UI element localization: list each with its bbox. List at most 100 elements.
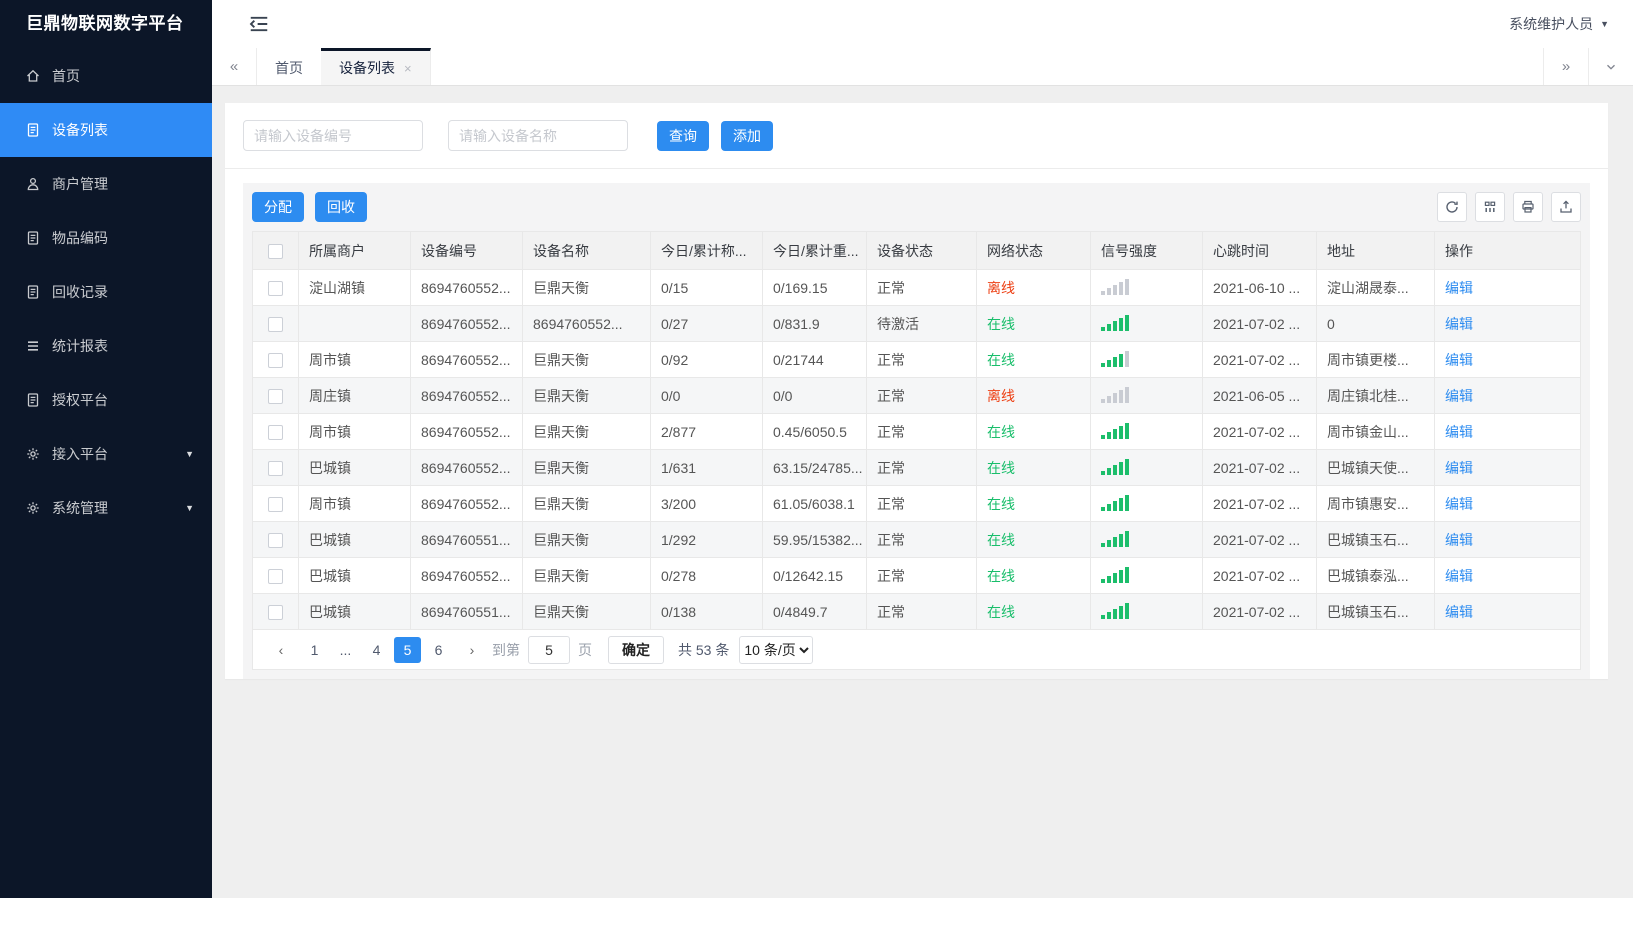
row-checkbox[interactable] <box>268 388 283 404</box>
row-checkbox[interactable] <box>268 496 283 512</box>
signal-cell <box>1090 413 1203 450</box>
add-button[interactable]: 添加 <box>721 120 773 151</box>
sidebar-item[interactable]: 物品编码 <box>0 211 212 265</box>
select-all-checkbox[interactable] <box>268 243 283 259</box>
user-name: 系统维护人员 <box>1509 16 1594 32</box>
device-name-cell: 巨鼎天衡 <box>522 485 651 522</box>
edit-link[interactable]: 编辑 <box>1445 423 1473 440</box>
row-checkbox[interactable] <box>268 280 283 296</box>
page-size-select[interactable]: 10 条/页 <box>739 635 814 664</box>
next-page-icon[interactable]: › <box>469 641 475 658</box>
count-cell: 0/278 <box>650 557 763 594</box>
edit-link[interactable]: 编辑 <box>1445 387 1473 404</box>
sidebar-item[interactable]: 接入平台 ▼ <box>0 427 212 481</box>
heartbeat-cell: 2021-07-02 ... <box>1202 485 1317 522</box>
count-cell: 0/138 <box>650 593 763 630</box>
row-checkbox[interactable] <box>268 352 283 368</box>
device-no-cell: 8694760552... <box>410 413 523 450</box>
weight-cell: 0/169.15 <box>762 269 867 306</box>
edit-link[interactable]: 编辑 <box>1445 459 1473 476</box>
checkbox-cell <box>252 305 299 342</box>
network-status-cell: 在线 <box>976 413 1091 450</box>
sidebar-item[interactable]: 统计报表 <box>0 319 212 373</box>
heartbeat-cell: 2021-07-02 ... <box>1202 557 1317 594</box>
column-header: 地址 <box>1316 231 1435 270</box>
prev-page-icon[interactable]: ‹ <box>278 641 284 658</box>
tab[interactable]: 设备列表 × <box>321 48 431 85</box>
table-row: 巴城镇 8694760552... 巨鼎天衡 0/278 0/12642.15 … <box>252 557 1581 594</box>
tab-label: 首页 <box>275 60 303 76</box>
device-name-input[interactable] <box>448 120 628 151</box>
tab-close-icon[interactable]: × <box>404 60 412 76</box>
tabs-menu-icon[interactable] <box>1588 48 1633 85</box>
edit-link[interactable]: 编辑 <box>1445 351 1473 368</box>
confirm-button[interactable]: 确定 <box>608 635 664 664</box>
device-no-input[interactable] <box>243 120 423 151</box>
address-cell: 巴城镇天使... <box>1316 449 1435 486</box>
sidebar-item[interactable]: 系统管理 ▼ <box>0 481 212 535</box>
user-menu[interactable]: 系统维护人员 ▼ <box>1509 14 1609 34</box>
edit-link[interactable]: 编辑 <box>1445 603 1473 620</box>
sidebar-item-icon <box>25 284 41 300</box>
recycle-button[interactable]: 回收 <box>315 192 367 222</box>
row-checkbox[interactable] <box>268 532 283 548</box>
device-no-cell: 8694760552... <box>410 377 523 414</box>
sidebar-item[interactable]: 首页 <box>0 49 212 103</box>
edit-link[interactable]: 编辑 <box>1445 495 1473 512</box>
print-button[interactable] <box>1513 192 1543 222</box>
page-number[interactable]: 4 <box>372 641 381 658</box>
signal-cell <box>1090 485 1203 522</box>
table-row: 周市镇 8694760552... 巨鼎天衡 2/877 0.45/6050.5… <box>252 413 1581 450</box>
tabs-scroll-left-icon[interactable]: « <box>212 48 257 85</box>
row-checkbox[interactable] <box>268 604 283 620</box>
sidebar-item-icon <box>25 338 41 354</box>
edit-link[interactable]: 编辑 <box>1445 567 1473 584</box>
edit-link[interactable]: 编辑 <box>1445 531 1473 548</box>
goto-page-input[interactable] <box>528 635 570 664</box>
total-count-label: 共 53 条 <box>678 641 730 658</box>
row-checkbox[interactable] <box>268 316 283 332</box>
columns-button[interactable] <box>1475 192 1505 222</box>
weight-cell: 61.05/6038.1 <box>762 485 867 522</box>
page-number[interactable]: 1 <box>310 641 319 658</box>
sidebar-item-label: 授权平台 <box>52 392 108 408</box>
menu-fold-icon[interactable] <box>248 13 270 35</box>
action-cell: 编辑 <box>1434 377 1581 414</box>
assign-button[interactable]: 分配 <box>252 192 304 222</box>
heartbeat-cell: 2021-06-10 ... <box>1202 269 1317 306</box>
count-cell: 3/200 <box>650 485 763 522</box>
checkbox-cell <box>252 557 299 594</box>
checkbox-cell <box>252 269 299 306</box>
row-checkbox[interactable] <box>268 568 283 584</box>
row-checkbox[interactable] <box>268 460 283 476</box>
sidebar-item[interactable]: 商户管理 <box>0 157 212 211</box>
query-button[interactable]: 查询 <box>657 120 709 151</box>
refresh-button[interactable] <box>1437 192 1467 222</box>
device-name-cell: 巨鼎天衡 <box>522 269 651 306</box>
edit-link[interactable]: 编辑 <box>1445 315 1473 332</box>
page-number[interactable]: ... <box>339 641 352 658</box>
row-checkbox[interactable] <box>268 424 283 440</box>
network-status-badge: 在线 <box>987 423 1015 440</box>
tabs-scroll-right-icon[interactable]: » <box>1543 48 1588 85</box>
signal-cell <box>1090 269 1203 306</box>
count-cell: 1/292 <box>650 521 763 558</box>
sidebar-item[interactable]: 回收记录 <box>0 265 212 319</box>
export-button[interactable] <box>1551 192 1581 222</box>
page-number[interactable]: 5 <box>394 636 421 663</box>
network-status-cell: 在线 <box>976 521 1091 558</box>
device-name-cell: 巨鼎天衡 <box>522 341 651 378</box>
device-table: 所属商户 设备编号 设备名称 今日/累计称... 今日/累计重... 设备状态 网络状态 信号… <box>252 231 1581 630</box>
edit-link[interactable]: 编辑 <box>1445 279 1473 296</box>
chevron-down-icon: ▼ <box>1600 19 1609 29</box>
tabbar: « 首页 设备列表 × » <box>212 48 1633 86</box>
column-header: 设备编号 <box>410 231 523 270</box>
sidebar-item[interactable]: 授权平台 <box>0 373 212 427</box>
sidebar-item[interactable]: 设备列表 <box>0 103 212 157</box>
table-widget: 分配 回收 <box>243 183 1590 679</box>
address-cell: 巴城镇玉石... <box>1316 521 1435 558</box>
sidebar: 巨鼎物联网数字平台 首页 设备列表 商户管理 <box>0 0 212 898</box>
device-name-cell: 巨鼎天衡 <box>522 521 651 558</box>
page-number[interactable]: 6 <box>434 641 443 658</box>
tab[interactable]: 首页 <box>257 48 321 85</box>
